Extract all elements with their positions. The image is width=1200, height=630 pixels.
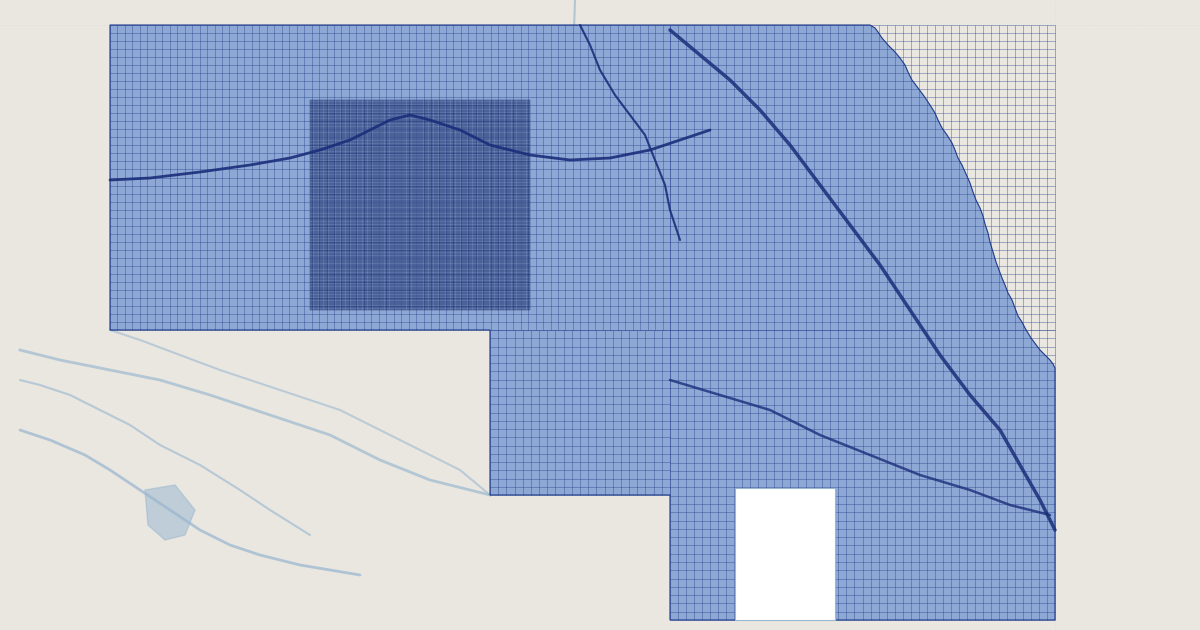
- Polygon shape: [110, 25, 1055, 620]
- Polygon shape: [734, 488, 835, 620]
- Polygon shape: [145, 485, 194, 540]
- Polygon shape: [310, 100, 530, 310]
